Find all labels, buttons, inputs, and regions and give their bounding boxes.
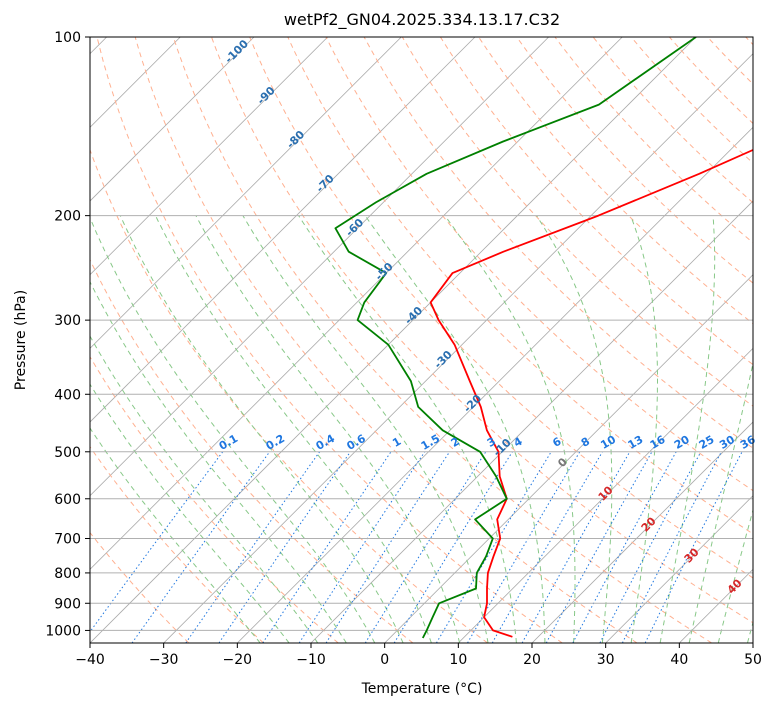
moist-adiabat — [155, 215, 432, 643]
isotherm — [237, 126, 753, 643]
moist-adiabat — [90, 427, 261, 643]
mixing-ratio-line — [521, 451, 631, 643]
grid-layer — [90, 37, 753, 643]
moist-adiabat — [364, 215, 546, 643]
y-tick-label: 200 — [54, 209, 81, 225]
dry-adiabat — [90, 148, 488, 643]
isotherm — [90, 37, 328, 276]
y-tick-label: 900 — [54, 596, 81, 612]
dry-adiabat — [172, 37, 712, 643]
mixing-ratio-line — [364, 451, 487, 643]
x-tick-label: 50 — [744, 652, 762, 668]
dry-adiabat — [90, 258, 414, 643]
dry-adiabat — [249, 37, 753, 579]
isotherm — [384, 274, 753, 643]
y-tick-label: 600 — [54, 492, 81, 508]
dry-adiabat — [90, 445, 264, 643]
mixing-ratio-line — [262, 451, 392, 643]
dry-adiabat — [90, 531, 190, 643]
dry-adiabat — [516, 37, 753, 284]
moist-adiabat — [242, 215, 489, 643]
y-tick-label: 1000 — [45, 623, 81, 639]
mixing-ratio-line — [599, 451, 702, 643]
isotherm — [605, 495, 753, 643]
dry-adiabat — [211, 37, 753, 624]
x-tick-label: −20 — [223, 652, 253, 668]
sounding-line-0 — [429, 148, 753, 638]
y-tick-label: 500 — [54, 445, 81, 461]
y-tick-label: 100 — [54, 30, 81, 46]
isotherm — [90, 37, 697, 643]
moist-adiabat — [119, 215, 404, 643]
isotherm — [90, 37, 476, 423]
isotherm — [531, 421, 753, 643]
dry-adiabat — [90, 355, 339, 643]
mixing-ratio-line — [435, 451, 552, 643]
moist-adiabat — [659, 215, 716, 643]
mixing-ratio-line — [218, 451, 351, 643]
mixing-ratio-line — [90, 451, 224, 633]
y-tick-label: 700 — [54, 532, 81, 548]
moist-adiabat — [298, 215, 517, 643]
moist-adiabat — [90, 216, 376, 643]
moist-adiabat — [90, 383, 290, 643]
x-axis: −40 −30 −20 −10 0 10 20 30 40 50 — [75, 643, 762, 668]
dry-adiabat — [401, 37, 753, 407]
moist-adiabat — [90, 280, 347, 643]
mixing-ratio-line — [644, 451, 743, 643]
isotherm — [458, 347, 753, 643]
mixing-ratio-line — [131, 451, 271, 643]
mixing-ratio-line — [325, 451, 451, 643]
mixing-ratio-line — [185, 451, 321, 643]
x-tick-label: 40 — [670, 652, 688, 668]
x-tick-label: 30 — [597, 652, 615, 668]
plot-frame — [89, 36, 754, 644]
moist-adiabat — [717, 508, 753, 643]
x-tick-label: 10 — [449, 652, 467, 668]
y-axis-label: Pressure (hPa) — [13, 290, 29, 390]
x-tick-label: 20 — [523, 652, 541, 668]
isotherm — [90, 37, 255, 202]
isotherm — [90, 37, 402, 349]
chart-title: wetPf2_GN04.2025.334.13.17.C32 — [284, 10, 560, 30]
x-tick-label: 0 — [380, 652, 389, 668]
y-axis: 100 200 300 400 500 600 700 800 900 1000 — [45, 30, 90, 639]
y-tick-label: 300 — [54, 313, 81, 329]
sounding-traces — [334, 37, 753, 639]
y-tick-label: 800 — [54, 566, 81, 582]
sounding-line-1 — [334, 37, 697, 639]
mixing-ratio-line — [545, 451, 653, 643]
isotherm — [90, 37, 623, 570]
x-axis-label: Temperature (°C) — [361, 681, 483, 697]
mixing-ratio-line — [572, 451, 677, 643]
moist-adiabat — [688, 360, 753, 643]
x-tick-label: −40 — [75, 652, 105, 668]
isotherm — [163, 53, 753, 643]
dry-adiabat — [96, 37, 563, 643]
dry-adiabat — [287, 37, 753, 535]
isotherm — [90, 37, 549, 497]
moist-adiabat — [195, 215, 461, 643]
x-tick-label: −30 — [149, 652, 179, 668]
moist-adiabat — [444, 215, 576, 643]
y-tick-label: 400 — [54, 387, 81, 403]
moist-adiabat — [90, 335, 319, 643]
moist-adiabat — [536, 215, 613, 643]
moist-adiabat — [630, 215, 658, 643]
x-tick-label: −10 — [296, 652, 326, 668]
mixing-ratio-line — [298, 451, 426, 643]
dry-adiabat — [439, 37, 753, 366]
